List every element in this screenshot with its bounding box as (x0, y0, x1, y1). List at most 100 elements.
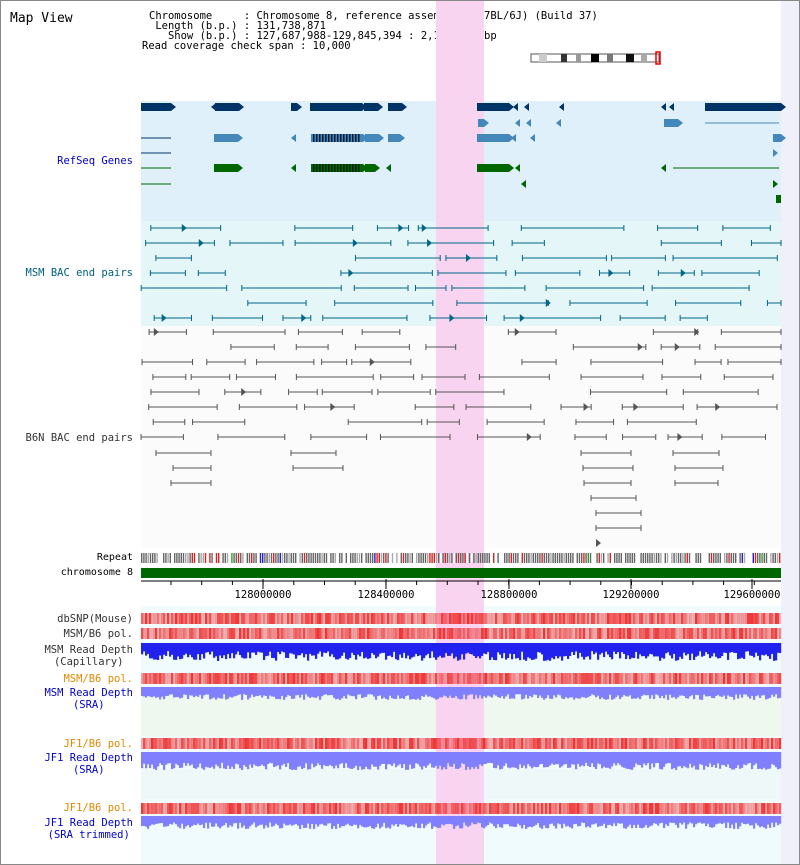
jf1-b6-pol-density (741, 738, 744, 749)
jf1-sra-depth-bar (219, 752, 222, 769)
jf1-b6-pol-density (171, 803, 174, 814)
repeat-element (394, 553, 396, 563)
jf1-b6-pol-density (473, 803, 476, 814)
jf1-trimmed-depth-bar (719, 816, 722, 824)
msm-b6-pol-density (465, 628, 468, 639)
jf1-b6-pol-density (777, 803, 780, 814)
dbsnp-density (587, 613, 590, 624)
msm-b6-pol-density (741, 673, 744, 684)
ideogram-band (561, 54, 567, 62)
exon-mark (355, 164, 357, 172)
msm-b6-pol-density (207, 628, 210, 639)
jf1-sra-depth-bar (701, 752, 704, 765)
msm-sra-depth-bar (443, 687, 446, 696)
msm-capillary-depth-bar (345, 643, 348, 659)
jf1-b6-pol-density (705, 738, 708, 749)
msm-capillary-depth-bar (545, 643, 548, 661)
msm-b6-pol-density (517, 628, 520, 639)
exon-mark (316, 134, 318, 142)
jf1-b6-pol-density (657, 803, 660, 814)
msm-b6-pol-density (649, 628, 652, 639)
dbsnp-density (673, 613, 676, 624)
jf1-b6-pol-density (769, 738, 772, 749)
msm-capillary-depth-bar (467, 643, 470, 653)
msm-sra-depth-bar (567, 687, 570, 699)
jf1-sra-depth-bar (241, 752, 244, 770)
msm-sra-depth-bar (181, 687, 184, 698)
msm-sra-depth-bar (751, 687, 754, 696)
msm-sra-depth-bar (651, 687, 654, 696)
jf1-b6-pol-density (261, 738, 264, 749)
repeat-element (275, 553, 277, 563)
jf1-trimmed-depth-bar (387, 816, 390, 828)
jf1-trimmed-depth-bar (697, 816, 700, 823)
repeat-element (312, 553, 314, 563)
repeat-element (647, 553, 649, 563)
msm-sra-depth-bar (221, 687, 224, 699)
jf1-b6-pol-density (697, 738, 700, 749)
msm-b6-pol-density (191, 673, 194, 684)
jf1-sra-depth-bar (613, 752, 616, 764)
msm-b6-pol-density (653, 628, 656, 639)
msm-b6-pol-density (387, 673, 390, 684)
msm-capillary-depth-bar (645, 643, 648, 659)
msm-b6-pol-density (209, 628, 212, 639)
msm-capillary-depth-bar (223, 643, 226, 656)
msm-sra-depth-bar (383, 687, 386, 698)
jf1-sra-depth-bar (765, 752, 768, 770)
jf1-sra-depth-bar (519, 752, 522, 765)
jf1-trimmed-depth-bar (271, 816, 274, 827)
jf1-b6-pol-density (609, 738, 612, 749)
jf1-b6-pol-density (439, 738, 442, 749)
dbsnp-density (479, 613, 482, 624)
dbsnp-density (589, 613, 592, 624)
jf1-b6-pol-density (639, 803, 642, 814)
jf1-b6-pol-density (481, 803, 484, 814)
msm-b6-pol-density (175, 628, 178, 639)
msm-b6-pol-density (467, 673, 470, 684)
jf1-trimmed-depth-bar (347, 816, 350, 824)
msm-b6-pol-density (171, 673, 174, 684)
jf1-sra-depth-bar (331, 752, 334, 767)
msm-b6-pol-density (237, 673, 240, 684)
msm-sra-depth-bar (565, 687, 568, 698)
msm-b6-pol-density (569, 628, 572, 639)
msm-b6-pol-density (301, 628, 304, 639)
msm-sra-depth-bar (447, 687, 450, 698)
repeat-element (752, 553, 754, 563)
jf1-b6-pol-density (309, 803, 312, 814)
msm-b6-pol-density (445, 673, 448, 684)
jf1-b6-pol-density (643, 803, 646, 814)
jf1-b6-pol-density (667, 738, 670, 749)
jf1-b6-pol-density (761, 803, 764, 814)
jf1-trimmed-depth-bar (187, 816, 190, 826)
dbsnp-density (617, 613, 620, 624)
jf1-trimmed-depth-bar (317, 816, 320, 827)
msm-sra-depth-bar (323, 687, 326, 695)
msm-b6-pol-density (557, 628, 560, 639)
repeat-element (200, 553, 202, 563)
dbsnp-density (761, 613, 764, 624)
msm-sra-depth-bar (719, 687, 722, 697)
jf1-b6-pol-density (387, 738, 390, 749)
msm-capillary-depth-bar (367, 643, 370, 659)
msm-capillary-depth-bar (559, 643, 562, 657)
msm-capillary-depth-bar (235, 643, 238, 655)
jf1-sra-depth-bar (305, 752, 308, 764)
jf1-b6-pol-density (701, 738, 704, 749)
jf1-trimmed-depth-bar (491, 816, 494, 824)
jf1-b6-pol-density (627, 803, 630, 814)
msm-capillary-depth-bar (391, 643, 394, 658)
dbsnp-density (271, 613, 274, 624)
msm-sra-depth-bar (591, 687, 594, 695)
jf1-b6-pol-density (433, 738, 436, 749)
jf1-b6-pol-density (437, 803, 440, 814)
jf1-b6-pol-density (365, 803, 368, 814)
axis-tick-label: 128400000 (357, 589, 415, 601)
jf1-depth-sra-line1: JF1 Read Depth (44, 752, 133, 764)
repeat-element (770, 553, 772, 563)
jf1-sra-depth-bar (191, 752, 194, 765)
repeat-element (517, 553, 519, 563)
dbsnp-density (499, 613, 502, 624)
